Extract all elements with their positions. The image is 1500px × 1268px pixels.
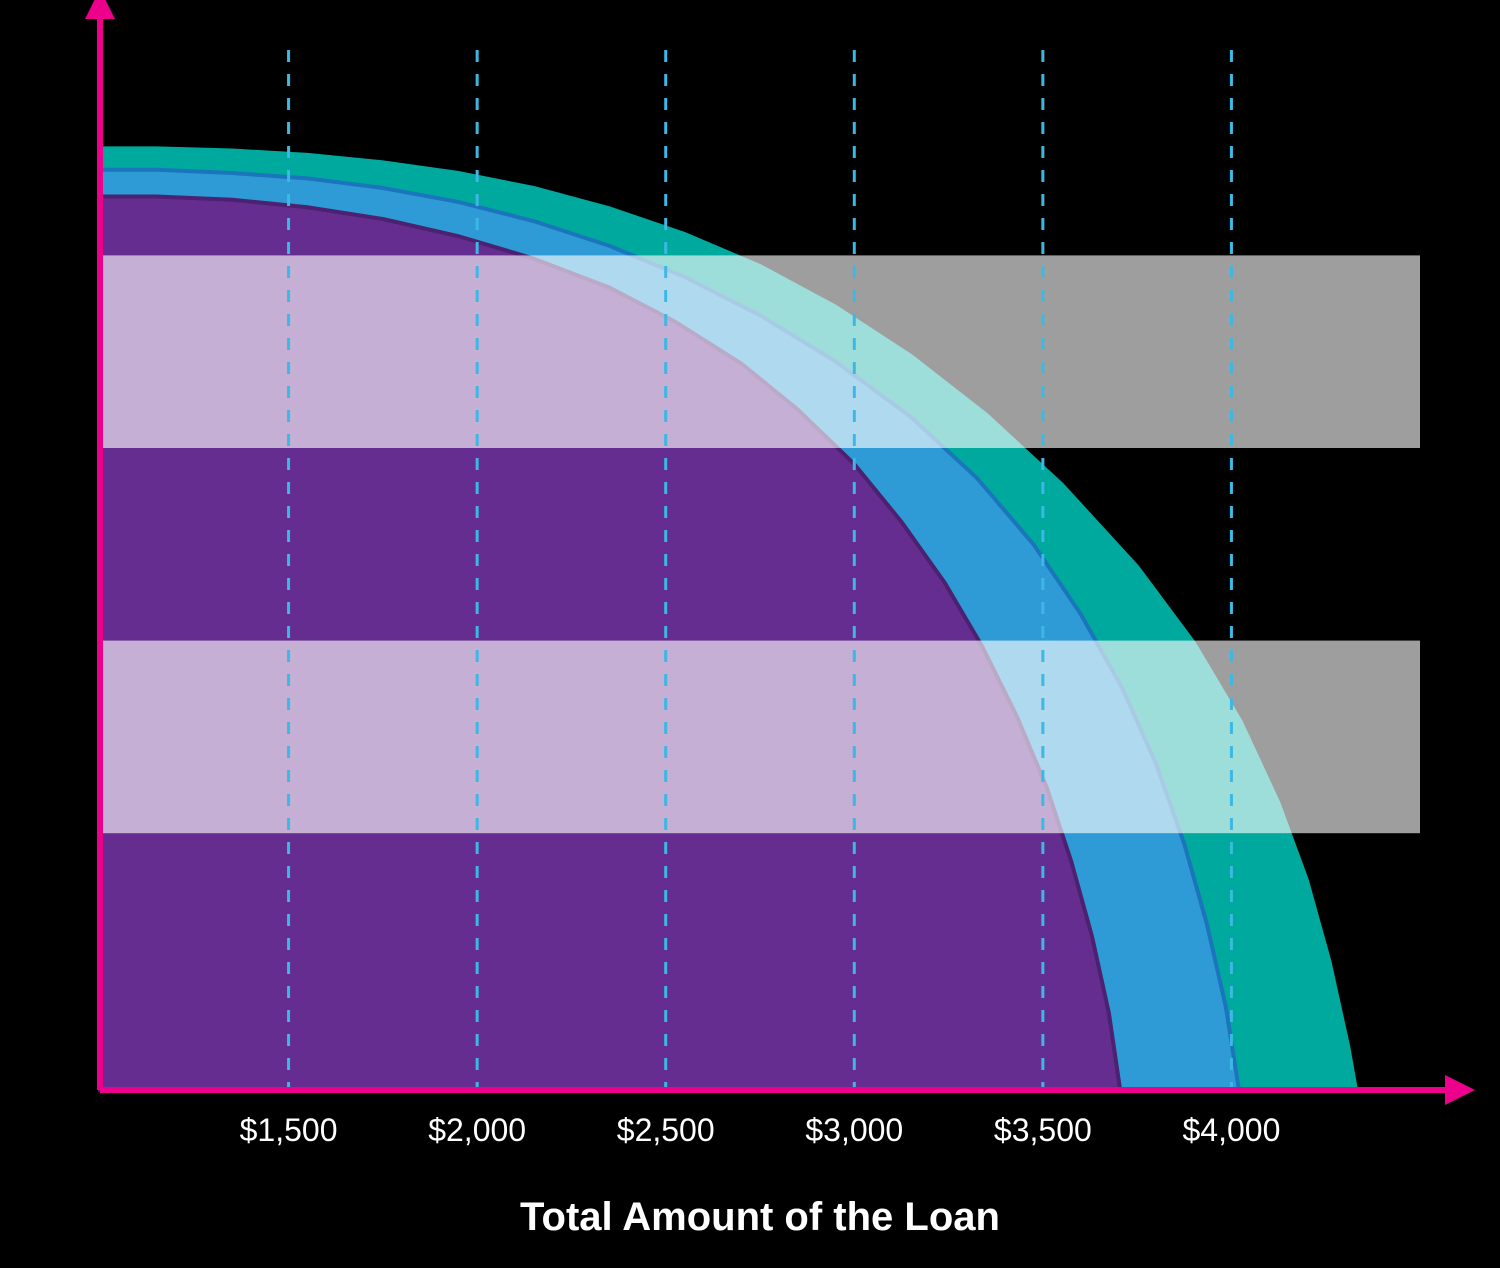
x-axis-title: Total Amount of the Loan <box>520 1195 1000 1240</box>
horizontal-band-0 <box>100 641 1420 834</box>
x-tick-label-0: $1,500 <box>240 1112 338 1149</box>
x-tick-label-3: $3,000 <box>805 1112 903 1149</box>
x-tick-label-2: $2,500 <box>617 1112 715 1149</box>
knockout-curve-chart: $1,500 $2,000 $2,500 $3,000 $3,500 $4,000 Tot… <box>0 0 1500 1268</box>
x-tick-label-1: $2,000 <box>428 1112 526 1149</box>
horizontal-band-1 <box>100 255 1420 448</box>
x-tick-label-4: $3,500 <box>994 1112 1092 1149</box>
x-tick-label-5: $4,000 <box>1182 1112 1280 1149</box>
chart-svg <box>0 0 1500 1268</box>
